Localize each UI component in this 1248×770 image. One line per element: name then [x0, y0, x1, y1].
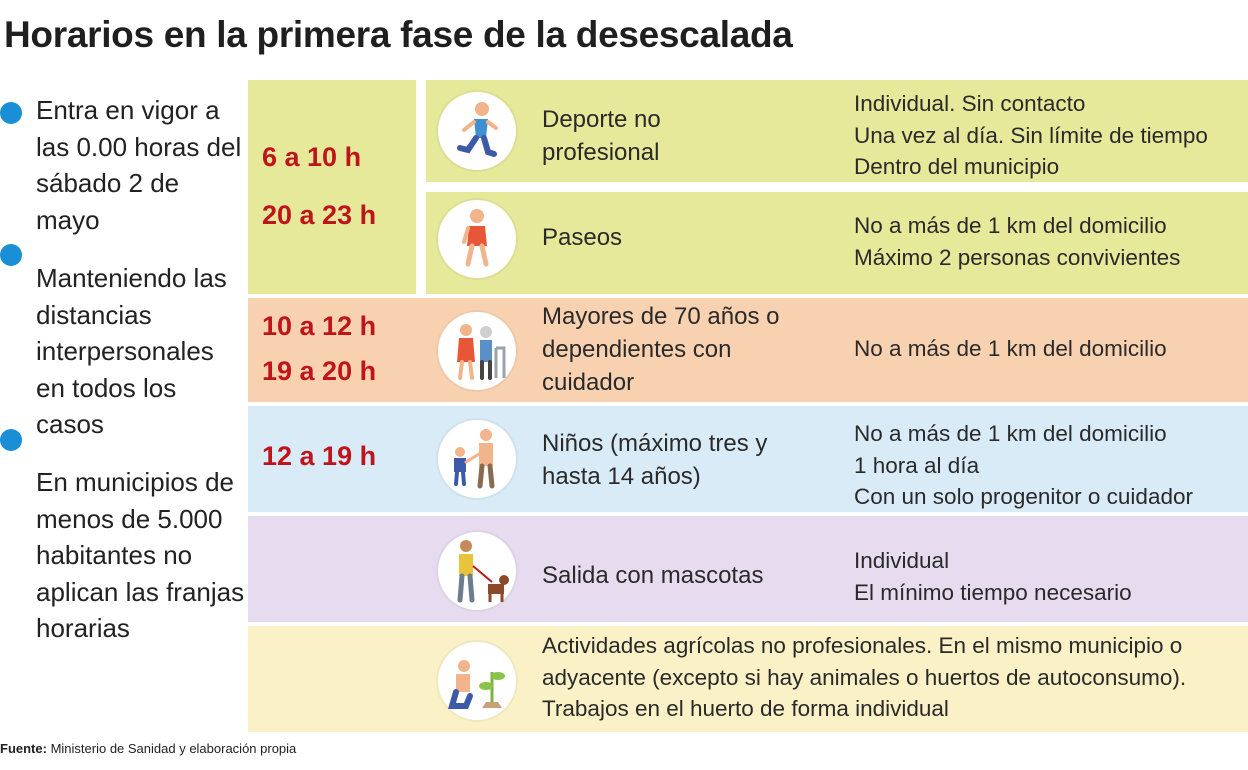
source-label: Fuente: [0, 741, 47, 756]
detail-line: No a más de 1 km del domicilio [854, 213, 1167, 238]
detail-line: No a más de 1 km del domicilio [854, 421, 1167, 446]
divider [416, 80, 426, 294]
activity-label: Salida con mascotas [542, 562, 764, 589]
dog-walking-icon [438, 532, 516, 610]
detail-line: adyacente (excepto si hay animales o hue… [542, 664, 1187, 690]
activity-details: No a más de 1 km del domicilio 1 hora al… [854, 418, 1193, 513]
walker-icon [438, 200, 516, 278]
time-slot: 10 a 12 h [262, 311, 377, 341]
bullet-dot [0, 102, 22, 124]
band-pets [248, 516, 1248, 622]
detail-line: Individual [854, 548, 950, 573]
source-credit: Fuente: Ministerio de Sanidad y elaborac… [0, 741, 296, 756]
detail-line: Máximo 2 personas convivientes [854, 244, 1181, 270]
detail-line: Trabajos en el huerto de forma individua… [542, 696, 949, 721]
source-text: Ministerio de Sanidad y elaboración prop… [50, 741, 297, 756]
note-distances: Manteniendo las distancias interpersonal… [0, 242, 248, 439]
activity-details: No a más de 1 km del domicilio Máximo 2 … [854, 210, 1180, 273]
time-slot: 6 a 10 h [262, 142, 362, 172]
bullet-dot [0, 429, 22, 451]
time-band-elderly [248, 298, 1248, 402]
band-gardening [248, 626, 1248, 732]
time-slot: 20 a 23 h [262, 200, 377, 230]
detail-line: No a más de 1 km del domicilio [854, 336, 1167, 361]
page-title: Horarios en la primera fase de la desesc… [4, 14, 793, 55]
detail-line: Dentro del municipio [854, 154, 1060, 179]
adult-with-child-icon [438, 420, 516, 498]
activity-details: Individual El mínimo tiempo necesario [854, 545, 1132, 608]
time-slot: 19 a 20 h [262, 356, 377, 386]
activity-label: Mayores de 70 años o dependientes con cu… [542, 303, 780, 396]
gardening-icon [438, 642, 516, 720]
note-entry-into-force: Entra en vigor a las 0.00 horas del sába… [0, 92, 248, 242]
detail-line: Con un solo progenitor o cuidador [854, 484, 1193, 509]
note-text: Entra en vigor a las 0.00 horas del sába… [36, 95, 242, 235]
detail-line: El mínimo tiempo necesario [854, 579, 1132, 605]
bullet-dot [0, 244, 22, 266]
divider [426, 182, 1248, 192]
note-text: Manteniendo las distancias interpersonal… [36, 263, 227, 439]
time-slot: 12 a 19 h [262, 441, 377, 471]
detail-line: Una vez al día. Sin límite de tiempo [854, 122, 1208, 148]
detail-line: 1 hora al día [854, 452, 980, 478]
activity-label: Deporte no profesional [542, 106, 661, 166]
activity-details: Individual. Sin contacto Una vez al día.… [854, 88, 1208, 183]
runner-icon [438, 92, 516, 170]
time-band-morning-evening [248, 80, 1248, 294]
activity-details: Actividades agrícolas no profesionales. … [542, 630, 1186, 725]
activity-label: Niños (máximo tres y hasta 14 años) [542, 430, 768, 490]
activity-label: Paseos [542, 224, 623, 251]
detail-line: Individual. Sin contacto [854, 91, 1086, 116]
note-small-municipalities: En municipios de menos de 5.000 habitant… [0, 424, 248, 654]
activity-details: No a más de 1 km del domicilio [854, 333, 1167, 365]
elderly-with-carer-icon [438, 312, 516, 390]
time-band-children [248, 406, 1248, 512]
detail-line: Actividades agrícolas no profesionales. … [542, 633, 1183, 658]
note-text: En municipios de menos de 5.000 habitant… [36, 467, 245, 643]
